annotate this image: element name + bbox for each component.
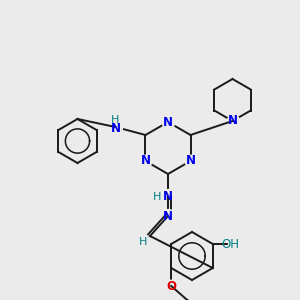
Text: H: H — [153, 192, 161, 202]
Text: OH: OH — [222, 238, 240, 250]
Text: N: N — [185, 154, 196, 167]
Text: N: N — [163, 116, 173, 128]
Text: N: N — [140, 154, 151, 167]
Text: N: N — [110, 122, 121, 134]
Text: H: H — [111, 115, 120, 125]
Text: O: O — [166, 280, 176, 292]
Text: H: H — [139, 237, 147, 247]
Text: N: N — [163, 190, 173, 202]
Text: N: N — [227, 115, 238, 128]
Text: N: N — [163, 209, 173, 223]
